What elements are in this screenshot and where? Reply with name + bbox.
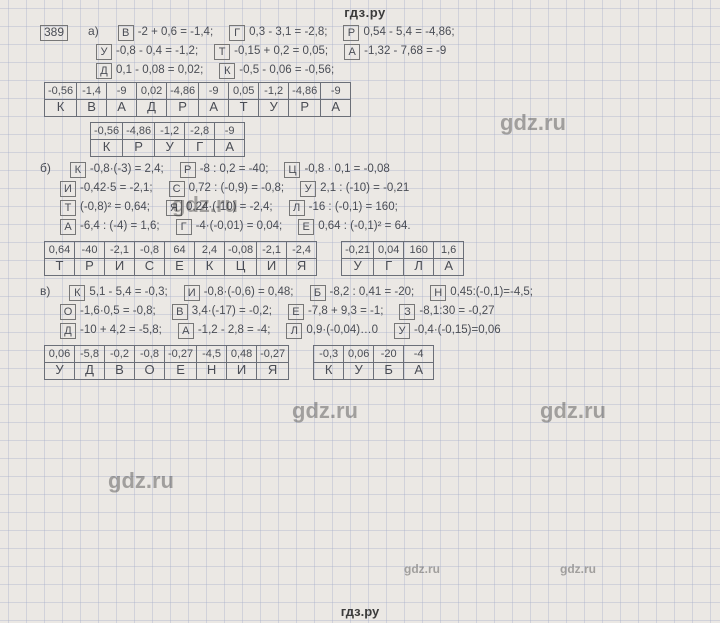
letter-box: У (96, 44, 112, 60)
equation: -0,5 - 0,06 = -0,56; (239, 64, 334, 77)
letter-box: Л (286, 323, 302, 339)
equation: -0,8 - 0,4 = -1,2; (116, 45, 198, 58)
page-footer: гдз.ру (0, 604, 720, 619)
part-a: 389 а) В -2 + 0,6 = -1,4; Г 0,3 - 3,1 = -2… (40, 25, 690, 157)
equation: -0,8·(-0,6) = 0,48; (204, 286, 294, 299)
equation: (-0,8)² = 0,64; (80, 201, 150, 214)
letter-box: А (344, 44, 360, 60)
equation: -8 : 0,2 = -40; (200, 163, 269, 176)
equation: -2 + 0,6 = -1,4; (138, 26, 213, 39)
equation: -8,1:30 = -0,27 (419, 305, 494, 318)
part-a-label: а) (88, 25, 99, 41)
letter-box: Р (180, 162, 196, 178)
letter-box: С (169, 181, 185, 197)
equation: 0,64 : (-0,1)² = 64. (318, 220, 410, 233)
letter-box: Ц (284, 162, 300, 178)
equation: -7,8 + 9,3 = -1; (308, 305, 383, 318)
letter-box: Р (343, 25, 359, 41)
letter-box: Т (214, 44, 230, 60)
equation: -6,4 : (-4) = 1,6; (80, 220, 160, 233)
letter-box: А (60, 219, 76, 235)
answer-table-kvadratura: -0,56-1,4-90,02-4,86-90,05-1,2-4,86-9 КВ… (44, 82, 351, 117)
letter-box: Т (60, 200, 76, 216)
equation: 3,4·(-17) = -0,2; (192, 305, 272, 318)
letter-box: Г (229, 25, 245, 41)
letter-box: Н (430, 285, 446, 301)
equation: -0,4·(-0,15)=0,06 (414, 324, 501, 337)
part-c: в) К 5,1 - 5,4 = -0,3; И -0,8·(-0,6) = 0,4… (40, 285, 690, 385)
page-header: гдз.ру (40, 6, 690, 21)
equation: -0,8·(-3) = 2,4; (90, 163, 164, 176)
equation: 0,54 - 5,4 = -4,86; (363, 26, 454, 39)
equation: 0,9·(-0,04)…0 (306, 324, 378, 337)
letter-box: Б (310, 285, 326, 301)
letter-box: В (118, 25, 134, 41)
answer-table-ugla: -0,210,041601,6 УГЛА (341, 241, 464, 276)
letter-box: О (60, 304, 76, 320)
letter-box: Г (176, 219, 192, 235)
letter-box: З (399, 304, 415, 320)
equation: 0,3 - 3,1 = -2,8; (249, 26, 327, 39)
equation: 5,1 - 5,4 = -0,3; (89, 286, 167, 299)
answer-table-trisekciya: 0,64-40-2,1-0,8642,4-0,08-2,1-2,4 ТРИСЕК… (44, 241, 317, 276)
equation: -8,2 : 0,41 = -20; (330, 286, 415, 299)
answer-table-kruga: -0,56-4,86-1,2-2,8-9 КРУГА (90, 122, 245, 157)
letter-box: И (184, 285, 200, 301)
equation: 0,1 - 0,08 = 0,02; (116, 64, 203, 77)
part-c-label: в) (40, 285, 50, 301)
equation: 0,45:(-0,1)=-4,5; (450, 286, 533, 299)
letter-box: Л (289, 200, 305, 216)
letter-box: А (178, 323, 194, 339)
letter-box: Е (298, 219, 314, 235)
equation: -0,42·5 = -2,1; (80, 182, 153, 195)
letter-box: Д (96, 63, 112, 79)
letter-box: К (69, 285, 85, 301)
equation: 2,1 : (-10) = -0,21 (320, 182, 409, 195)
letter-box: В (172, 304, 188, 320)
letter-box: К (219, 63, 235, 79)
problem-number: 389 (40, 25, 68, 41)
answer-table-udvoeniya: 0,06-5,8-0,2-0,8-0,27-4,50,48-0,27 УДВОЕ… (44, 345, 289, 380)
equation: -4·(-0,01) = 0,04; (196, 220, 283, 233)
letter-box: К (70, 162, 86, 178)
part-b: б) К-0,8·(-3) = 2,4; Р-8 : 0,2 = -40; Ц-… (40, 162, 690, 281)
equation: -1,32 - 7,68 = -9 (364, 45, 446, 58)
letter-box: Д (60, 323, 76, 339)
equation: 0,72 : (-0,9) = -0,8; (189, 182, 285, 195)
equation: -1,6·0,5 = -0,8; (80, 305, 156, 318)
equation: -10 + 4,2 = -5,8; (80, 324, 162, 337)
part-b-label: б) (40, 162, 51, 178)
equation: 0,24·(-10) = -2,4; (186, 201, 273, 214)
equation: -0,8 · 0,1 = -0,08 (304, 163, 389, 176)
equation: -0,15 + 0,2 = 0,05; (234, 45, 328, 58)
equation: -16 : (-0,1) = 160; (309, 201, 398, 214)
letter-box: Я (166, 200, 182, 216)
answer-table-kuba: -0,30,06-20-4 КУБА (313, 345, 434, 380)
letter-box: И (60, 181, 76, 197)
letter-box: Е (288, 304, 304, 320)
letter-box: У (394, 323, 410, 339)
letter-box: У (300, 181, 316, 197)
equation: -1,2 - 2,8 = -4; (198, 324, 271, 337)
